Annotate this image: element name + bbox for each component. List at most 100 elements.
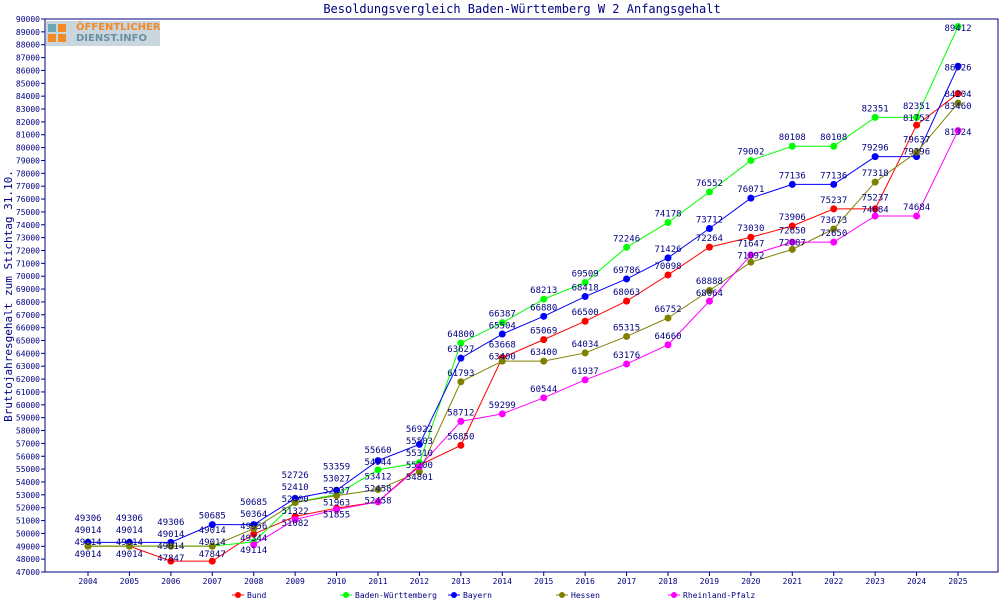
x-tick-label: 2022 bbox=[824, 577, 843, 586]
series-line bbox=[88, 66, 959, 543]
data-label: 66880 bbox=[530, 303, 557, 313]
data-point bbox=[581, 317, 589, 325]
y-tick-label: 78000 bbox=[16, 169, 40, 178]
data-label: 82351 bbox=[862, 104, 889, 114]
data-label: 72246 bbox=[613, 234, 640, 244]
data-point bbox=[747, 156, 755, 164]
data-point bbox=[871, 212, 879, 220]
data-point bbox=[374, 486, 382, 494]
data-label: 55503 bbox=[406, 437, 433, 447]
legend-item: Bund bbox=[232, 591, 266, 600]
data-label: 49014 bbox=[116, 526, 143, 536]
y-tick-label: 66000 bbox=[16, 324, 40, 333]
data-point bbox=[208, 557, 216, 565]
data-label: 56922 bbox=[406, 425, 433, 435]
data-label: 74684 bbox=[862, 205, 889, 215]
data-label: 68888 bbox=[696, 277, 723, 287]
data-label: 51855 bbox=[323, 511, 350, 521]
legend-label: Bund bbox=[247, 591, 266, 600]
data-label: 75237 bbox=[862, 193, 889, 203]
data-label: 55200 bbox=[406, 461, 433, 471]
data-label: 63400 bbox=[530, 348, 557, 358]
data-label: 56850 bbox=[447, 432, 474, 442]
y-tick-label: 75000 bbox=[16, 208, 40, 217]
data-point bbox=[664, 314, 672, 322]
data-point bbox=[830, 142, 838, 150]
data-point bbox=[415, 463, 423, 471]
data-point bbox=[623, 275, 631, 283]
data-label: 72650 bbox=[820, 229, 847, 239]
data-label: 52400 bbox=[282, 495, 309, 505]
data-label: 71647 bbox=[737, 240, 764, 250]
data-point bbox=[705, 243, 713, 251]
data-point bbox=[871, 153, 879, 161]
data-point bbox=[581, 293, 589, 301]
y-tick-label: 82000 bbox=[16, 118, 40, 127]
data-label: 47847 bbox=[199, 550, 226, 560]
x-tick-label: 2011 bbox=[368, 577, 387, 586]
data-point bbox=[747, 194, 755, 202]
data-point bbox=[333, 486, 341, 494]
data-label: 55660 bbox=[364, 446, 391, 456]
data-label: 68213 bbox=[530, 286, 557, 296]
data-point bbox=[208, 542, 216, 550]
y-tick-label: 80000 bbox=[16, 144, 40, 153]
data-label: 49114 bbox=[240, 546, 267, 556]
data-point bbox=[954, 62, 962, 70]
y-tick-label: 52000 bbox=[16, 504, 40, 513]
y-tick-label: 77000 bbox=[16, 182, 40, 191]
x-tick-label: 2005 bbox=[120, 577, 139, 586]
data-label: 69509 bbox=[572, 270, 599, 280]
x-tick-label: 2016 bbox=[576, 577, 595, 586]
data-label: 66500 bbox=[572, 308, 599, 318]
data-label: 64034 bbox=[572, 340, 599, 350]
data-label: 52458 bbox=[364, 497, 391, 507]
data-point bbox=[540, 312, 548, 320]
data-label: 51963 bbox=[323, 499, 350, 509]
legend-label: Bayern bbox=[463, 591, 492, 600]
data-label: 60544 bbox=[530, 385, 557, 395]
data-label: 49014 bbox=[74, 526, 101, 536]
logo-text-line1: ÖFFENTLICHER bbox=[76, 22, 161, 33]
data-label: 49344 bbox=[240, 534, 267, 544]
data-point bbox=[167, 557, 175, 565]
data-label: 68063 bbox=[613, 288, 640, 298]
data-label: 58712 bbox=[447, 408, 474, 418]
data-point bbox=[374, 498, 382, 506]
data-point bbox=[581, 279, 589, 287]
y-tick-label: 81000 bbox=[16, 131, 40, 140]
y-tick-label: 50000 bbox=[16, 529, 40, 538]
data-label: 74684 bbox=[903, 203, 930, 213]
x-tick-label: 2018 bbox=[658, 577, 677, 586]
data-point bbox=[415, 468, 423, 476]
data-label: 83460 bbox=[944, 102, 971, 112]
data-label: 82351 bbox=[903, 102, 930, 112]
data-label: 73030 bbox=[737, 224, 764, 234]
y-tick-label: 71000 bbox=[16, 259, 40, 268]
data-point bbox=[333, 492, 341, 500]
data-point bbox=[830, 180, 838, 188]
data-label: 65315 bbox=[613, 323, 640, 333]
legend-marker bbox=[671, 592, 677, 598]
data-point bbox=[291, 499, 299, 507]
y-tick-label: 62000 bbox=[16, 375, 40, 384]
y-tick-label: 55000 bbox=[16, 465, 40, 474]
data-label: 80108 bbox=[779, 133, 806, 143]
y-tick-label: 86000 bbox=[16, 66, 40, 75]
logo-text-line2: DIENST.INFO bbox=[76, 33, 147, 44]
data-point bbox=[623, 360, 631, 368]
data-label: 72087 bbox=[779, 239, 806, 249]
data-label: 63176 bbox=[613, 351, 640, 361]
data-point bbox=[705, 287, 713, 295]
y-tick-label: 57000 bbox=[16, 439, 40, 448]
legend-item: Hessen bbox=[556, 591, 600, 600]
data-point bbox=[954, 99, 962, 107]
data-label: 65504 bbox=[489, 321, 516, 331]
legend-label: Hessen bbox=[571, 591, 600, 600]
data-label: 49306 bbox=[157, 518, 184, 528]
y-tick-label: 53000 bbox=[16, 491, 40, 500]
y-tick-label: 48000 bbox=[16, 555, 40, 564]
data-label: 49014 bbox=[157, 542, 184, 552]
data-point bbox=[788, 222, 796, 230]
data-point bbox=[913, 121, 921, 129]
